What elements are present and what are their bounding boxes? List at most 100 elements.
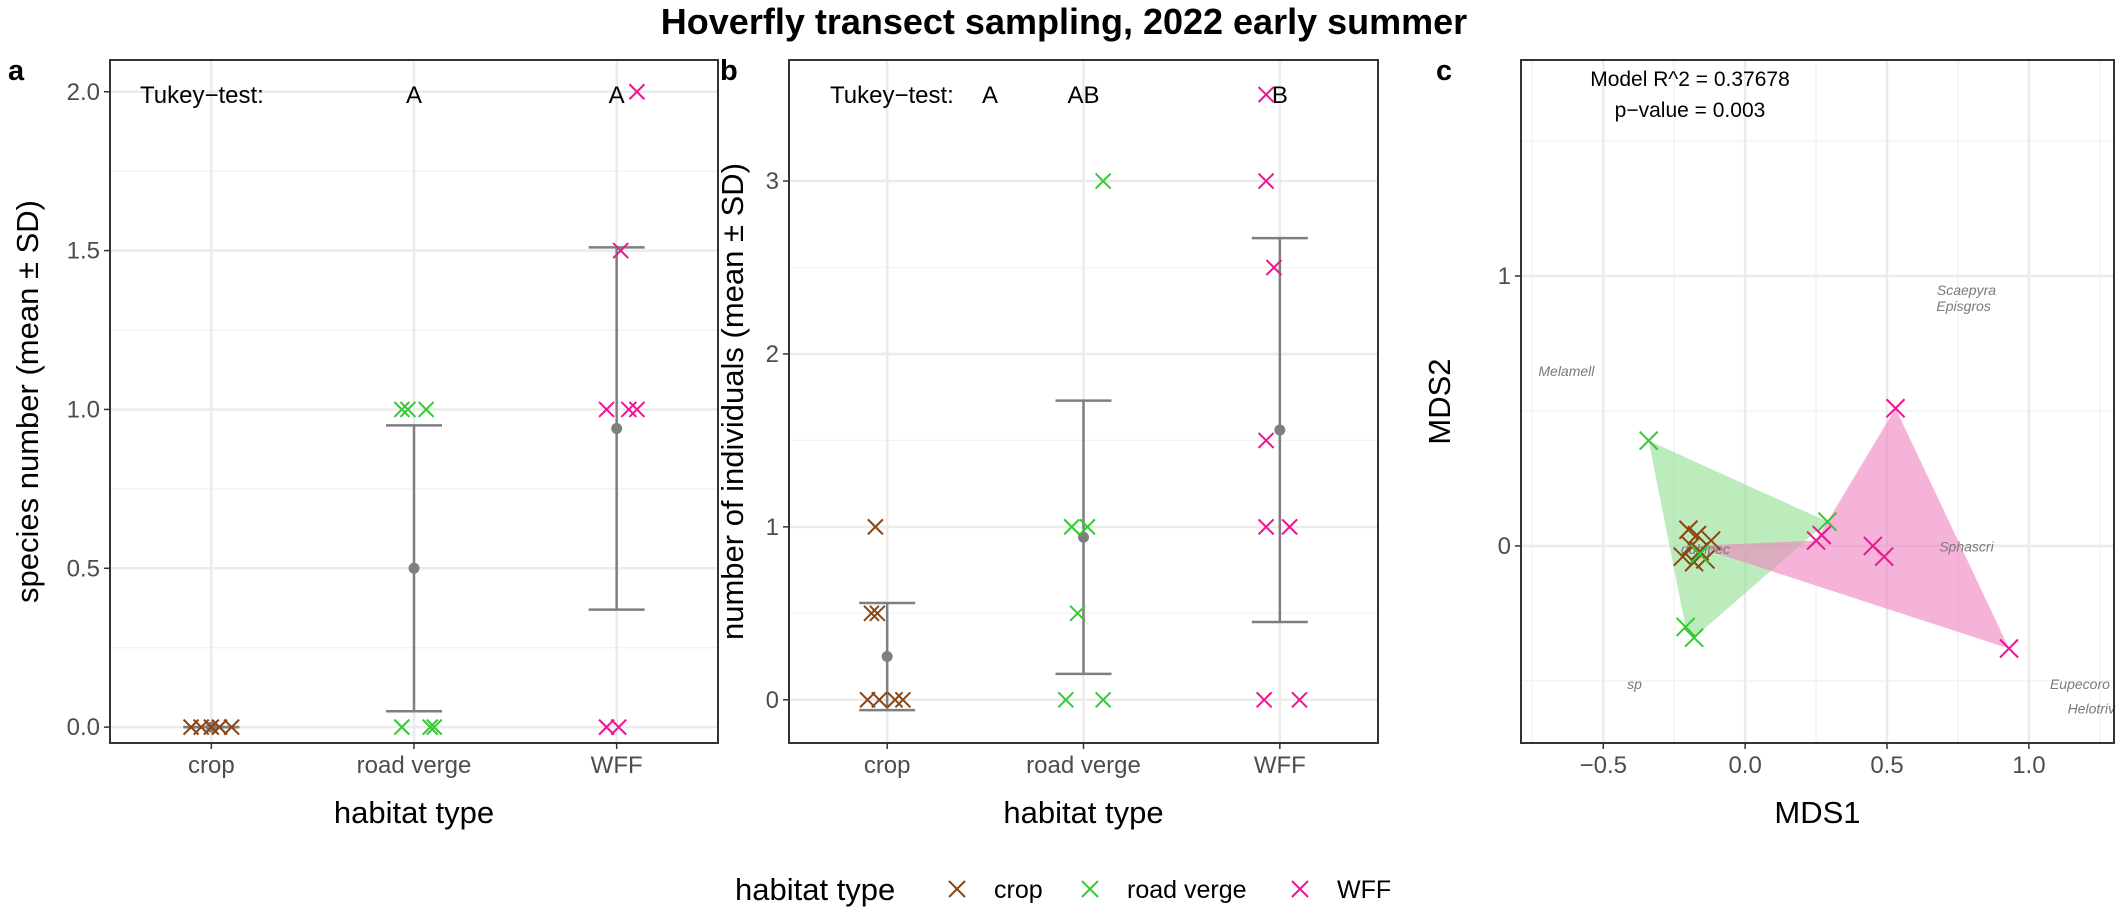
data-point-crop: [871, 691, 888, 708]
species-label: Eupecoro: [2050, 676, 2110, 692]
data-point-road-verge: [422, 718, 439, 736]
x-tick-label: 1.0: [2012, 752, 2045, 779]
data-point-WFF: [1257, 432, 1275, 449]
y-tick-label: 0.0: [67, 714, 100, 741]
panel-b: b 0 1 2 3 crop road verge WFF Tukey−test: A AB Bhab…: [715, 55, 1379, 830]
species-label: Helotriv: [2068, 700, 2116, 716]
x-tick-label: crop: [188, 752, 235, 779]
panel-tag-c: c: [1436, 55, 1452, 87]
hull-WFF: [1694, 408, 2010, 649]
data-point-road-verge: [393, 718, 411, 736]
mean-point: [408, 562, 420, 574]
data-point-road-verge: [1063, 518, 1080, 536]
tukey-group-letter: A: [406, 82, 422, 109]
tukey-group-letter: A: [982, 82, 998, 109]
data-point-crop: [869, 605, 886, 622]
legend-key-WFF: [1291, 880, 1309, 898]
data-point-road-verge: [1094, 691, 1112, 708]
p-value-annotation: p−value = 0.003: [1615, 99, 1766, 122]
y-tick-label: 1.0: [67, 396, 100, 423]
y-tick-label: 2: [766, 341, 779, 368]
tukey-label: Tukey−test:: [140, 82, 264, 109]
x-tick-label: WFF: [1254, 752, 1306, 779]
data-point-WFF: [1291, 691, 1308, 708]
mean-point: [881, 651, 893, 663]
data-point-crop: [1684, 552, 1704, 572]
legend-label-crop: crop: [994, 876, 1043, 904]
data-point-WFF: [1885, 398, 1906, 418]
data-point-WFF: [598, 401, 615, 418]
legend-title: habitat type: [735, 872, 895, 907]
data-point-WFF: [1281, 518, 1298, 536]
data-point-crop: [203, 718, 220, 736]
legend-label-WFF: WFF: [1337, 876, 1391, 904]
species-label: Sphascri: [1939, 538, 1994, 554]
tukey-label: Tukey−test:: [830, 82, 954, 109]
y-tick-label: 0: [1498, 533, 1511, 560]
data-point-road-verge: [1057, 691, 1075, 708]
legend: habitat type crop road verge WFF: [735, 872, 1391, 907]
data-point-crop: [223, 718, 240, 736]
data-point-road-verge: [1684, 628, 1704, 648]
data-point-crop: [1687, 525, 1707, 545]
species-label: Episgros: [1936, 298, 1990, 314]
data-point-road-verge: [1638, 430, 1659, 451]
y-tick-label: 1: [1498, 263, 1511, 290]
species-label: sp: [1627, 676, 1642, 692]
panel-border: [109, 59, 719, 744]
data-point-crop: [1673, 547, 1693, 567]
data-point-road-verge: [1690, 544, 1710, 564]
data-point-crop: [1690, 541, 1710, 562]
data-point-crop: [1678, 520, 1699, 540]
data-point-WFF: [610, 718, 627, 736]
data-point-WFF: [1255, 691, 1273, 708]
panel-border: [788, 59, 1379, 744]
x-axis-title: habitat type: [334, 795, 494, 830]
legend-label-road-verge: road verge: [1127, 876, 1247, 904]
data-point-crop: [894, 691, 912, 708]
data-point-WFF: [1265, 259, 1283, 276]
data-point-WFF: [1257, 172, 1275, 190]
panel-a: a 0.0 0.5 1.0 1.5 2.0 crop road verge WFF Tukey−t…: [8, 55, 719, 830]
data-point-road-verge: [426, 718, 443, 736]
y-tick-label: 1.5: [67, 238, 100, 265]
species-label: Melamell: [1538, 363, 1595, 379]
x-tick-label: 0.5: [1870, 752, 1903, 779]
x-tick-label: road verge: [357, 752, 472, 779]
tukey-group-letter: AB: [1067, 82, 1099, 109]
x-tick-label: WFF: [591, 752, 643, 779]
data-point-road-verge: [399, 401, 417, 418]
data-point-crop: [867, 518, 884, 536]
y-tick-label: 3: [766, 168, 779, 195]
x-axis-title: MDS1: [1774, 795, 1860, 830]
y-tick-label: 2.0: [67, 79, 100, 106]
data-point-WFF: [1999, 638, 2019, 659]
data-point-WFF: [598, 718, 615, 736]
panel-tag-a: a: [8, 55, 25, 87]
x-tick-label: road verge: [1026, 752, 1141, 779]
data-point-road-verge: [393, 401, 411, 418]
data-point-crop: [211, 718, 228, 736]
data-point-WFF: [1257, 86, 1275, 103]
data-point-crop: [886, 691, 904, 708]
panel-border: [1520, 59, 2115, 744]
data-point-road-verge: [1094, 172, 1112, 190]
legend-key-crop: [948, 880, 966, 898]
data-point-WFF: [1257, 518, 1275, 536]
data-point-crop: [859, 691, 876, 708]
y-axis-title: number of individuals (mean ± SD): [715, 163, 750, 640]
legend-key-road-verge: [1081, 880, 1099, 898]
data-point-road-verge: [1069, 605, 1086, 622]
data-point-WFF: [612, 242, 629, 259]
y-axis-title: species number (mean ± SD): [10, 200, 45, 603]
x-tick-label: 0.0: [1728, 752, 1761, 779]
panel-tag-b: b: [720, 55, 738, 87]
data-point-road-verge: [1817, 511, 1838, 532]
data-point-WFF: [628, 401, 646, 418]
data-point-road-verge: [417, 401, 435, 418]
data-point-crop: [863, 605, 880, 622]
mean-point: [611, 423, 623, 435]
y-tick-label: 0: [766, 687, 779, 714]
model-r2-annotation: Model R^2 = 0.37678: [1590, 68, 1790, 91]
